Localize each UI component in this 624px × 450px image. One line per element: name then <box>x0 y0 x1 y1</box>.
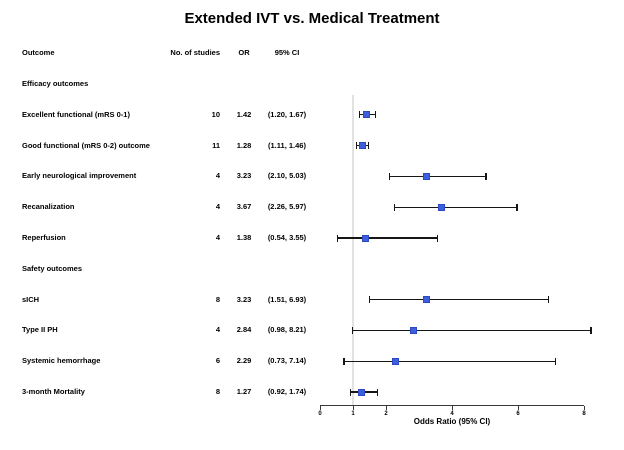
or-point-marker <box>363 111 371 119</box>
ci-cap-left <box>337 234 339 242</box>
or-point-marker <box>423 296 431 304</box>
ci-cap-left <box>349 388 351 396</box>
ci-cap-right <box>555 357 557 365</box>
outcome-label: Reperfusion <box>22 233 66 242</box>
no-of-studies-value: 4 <box>215 325 220 335</box>
or-point-marker <box>362 234 370 242</box>
column-header-95ci: 95% CI <box>274 48 300 57</box>
x-axis-tick-label: 1 <box>351 411 355 417</box>
or-value: 1.42 <box>236 109 252 119</box>
ci-cap-right <box>485 172 487 180</box>
or-point-marker <box>392 357 400 365</box>
or-value: 3.23 <box>236 171 252 181</box>
x-axis-tick <box>518 406 519 410</box>
or-value: 3.23 <box>236 294 252 304</box>
or-value: 2.84 <box>236 325 252 335</box>
outcome-label: Systemic hemorrhage <box>22 356 101 366</box>
ci-cap-right <box>367 142 369 150</box>
no-of-studies-value: 8 <box>215 294 220 304</box>
outcome-label: 3-month Mortality <box>22 387 85 396</box>
chart-title: Extended IVT vs. Medical Treatment <box>184 10 440 27</box>
section-label: Efficacy outcomes <box>22 79 89 88</box>
or-point-marker <box>358 142 366 150</box>
x-axis-tick-label: 2 <box>384 411 388 417</box>
ci-value: (1.20, 1.67) <box>267 109 307 119</box>
outcome-label: Early neurological improvement <box>22 171 137 181</box>
or-point-marker <box>423 172 431 180</box>
outcome-label: Type II PH <box>22 325 58 335</box>
ci-whisker <box>352 329 591 331</box>
no-of-studies-value: 6 <box>215 356 220 366</box>
column-header-no-of-studies: No. of studies <box>170 48 220 57</box>
outcome-label: sICH <box>22 294 40 304</box>
column-header-or: OR <box>238 48 250 57</box>
x-axis-tick-label: 4 <box>450 411 454 417</box>
ci-value: (0.54, 3.55) <box>267 233 307 242</box>
outcome-label: Recanalization <box>22 202 75 212</box>
reference-line <box>352 95 354 405</box>
ci-value: (0.92, 1.74) <box>267 387 307 396</box>
no-of-studies-value: 11 <box>212 140 220 150</box>
ci-value: (1.11, 1.46) <box>268 140 306 150</box>
ci-whisker <box>344 360 556 362</box>
ci-cap-right <box>548 296 550 304</box>
no-of-studies-value: 8 <box>215 387 220 396</box>
no-of-studies-value: 10 <box>211 109 220 119</box>
ci-cap-left <box>369 296 371 304</box>
outcome-label: Excellent functional (mRS 0-1) <box>22 109 130 119</box>
or-value: 1.28 <box>236 140 252 150</box>
or-point-marker <box>358 388 366 396</box>
x-axis-tick-label: 0 <box>318 411 322 417</box>
outcome-label: Good functional (mRS 0-2) outcome <box>22 140 150 150</box>
ci-whisker <box>337 237 438 239</box>
ci-cap-left <box>359 111 361 119</box>
x-axis-line <box>320 405 584 407</box>
ci-value: (0.73, 7.14) <box>267 356 307 366</box>
ci-cap-right <box>590 326 592 334</box>
ci-whisker <box>394 206 517 208</box>
no-of-studies-value: 4 <box>215 233 220 242</box>
ci-cap-left <box>393 203 396 211</box>
x-axis-tick <box>320 406 321 410</box>
x-axis-tick <box>386 406 387 410</box>
ci-cap-left <box>351 326 353 334</box>
ci-cap-left <box>343 357 345 365</box>
ci-whisker <box>369 299 549 301</box>
or-value: 3.67 <box>236 202 252 212</box>
x-axis-label: Odds Ratio (95% CI) <box>413 417 491 426</box>
x-axis-tick <box>584 406 585 410</box>
ci-cap-right <box>376 388 378 396</box>
x-axis-tick <box>353 406 354 410</box>
or-value: 1.27 <box>236 387 252 396</box>
no-of-studies-value: 4 <box>215 171 220 181</box>
ci-value: (2.10, 5.03) <box>267 171 307 181</box>
column-header-outcome: Outcome <box>22 48 55 57</box>
or-value: 2.29 <box>236 356 252 366</box>
x-axis-tick-label: 8 <box>582 411 586 417</box>
ci-cap-right <box>374 111 376 119</box>
ci-cap-right <box>516 203 518 211</box>
ci-value: (2.26, 5.97) <box>267 202 307 212</box>
x-axis-tick <box>452 406 453 410</box>
x-axis-tick-label: 6 <box>516 411 520 417</box>
ci-cap-left <box>356 142 358 150</box>
or-point-marker <box>437 203 445 211</box>
ci-value: (0.98, 8.21) <box>267 325 307 335</box>
or-value: 1.38 <box>236 233 252 242</box>
no-of-studies-value: 4 <box>215 202 220 212</box>
section-label: Safety outcomes <box>22 263 83 273</box>
ci-cap-right <box>436 234 438 242</box>
or-point-marker <box>410 326 418 334</box>
ci-whisker <box>389 175 486 177</box>
ci-value: (1.51, 6.93) <box>267 294 307 304</box>
ci-cap-left <box>388 172 390 180</box>
